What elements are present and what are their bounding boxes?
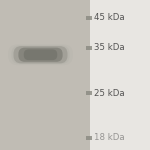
FancyBboxPatch shape [8, 44, 73, 65]
FancyBboxPatch shape [24, 49, 57, 60]
Text: 35 kDa: 35 kDa [94, 44, 125, 52]
Bar [90, 0, 150, 150]
FancyBboxPatch shape [14, 46, 68, 63]
Bar [86, 46, 92, 50]
Bar [0, 0, 90, 150]
FancyBboxPatch shape [11, 45, 70, 64]
Bar [86, 136, 92, 140]
Text: 45 kDa: 45 kDa [94, 14, 125, 22]
Bar [86, 91, 92, 95]
Bar [86, 16, 92, 20]
FancyBboxPatch shape [18, 48, 63, 62]
Text: 25 kDa: 25 kDa [94, 88, 125, 98]
Text: 18 kDa: 18 kDa [94, 134, 125, 142]
